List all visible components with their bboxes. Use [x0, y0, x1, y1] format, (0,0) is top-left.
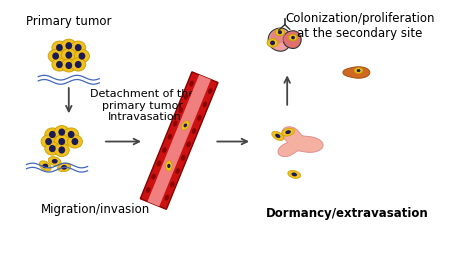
Ellipse shape	[270, 31, 286, 44]
Text: Dormancy/extravasation: Dormancy/extravasation	[266, 207, 429, 219]
Ellipse shape	[45, 138, 52, 146]
Ellipse shape	[189, 81, 194, 87]
Ellipse shape	[191, 129, 196, 135]
Ellipse shape	[183, 124, 187, 128]
Ellipse shape	[48, 157, 61, 166]
Ellipse shape	[208, 89, 212, 95]
Ellipse shape	[64, 129, 79, 141]
Ellipse shape	[181, 155, 185, 161]
Ellipse shape	[45, 129, 60, 141]
Polygon shape	[147, 75, 211, 207]
Ellipse shape	[197, 115, 201, 121]
Ellipse shape	[48, 50, 63, 64]
Ellipse shape	[151, 174, 156, 180]
Ellipse shape	[61, 60, 76, 73]
Ellipse shape	[52, 159, 58, 164]
Ellipse shape	[79, 53, 85, 60]
Ellipse shape	[285, 33, 297, 44]
Polygon shape	[268, 29, 291, 52]
Ellipse shape	[75, 62, 82, 69]
Ellipse shape	[289, 35, 297, 42]
Ellipse shape	[41, 135, 56, 149]
Ellipse shape	[272, 132, 284, 141]
Ellipse shape	[267, 39, 278, 48]
Ellipse shape	[270, 41, 275, 46]
Ellipse shape	[282, 129, 294, 137]
Ellipse shape	[202, 102, 207, 108]
Ellipse shape	[167, 134, 172, 140]
Ellipse shape	[56, 62, 63, 69]
Ellipse shape	[288, 171, 301, 179]
Ellipse shape	[52, 42, 67, 55]
Ellipse shape	[54, 126, 69, 139]
Ellipse shape	[275, 134, 281, 138]
Ellipse shape	[58, 147, 65, 154]
Ellipse shape	[291, 37, 295, 40]
Polygon shape	[343, 68, 370, 79]
Text: Detachment of the
primary tumor: Detachment of the primary tumor	[90, 89, 195, 111]
Ellipse shape	[45, 142, 60, 155]
Ellipse shape	[178, 108, 183, 114]
Ellipse shape	[68, 131, 74, 138]
Ellipse shape	[72, 138, 78, 146]
Ellipse shape	[42, 164, 48, 169]
Ellipse shape	[52, 59, 67, 72]
Ellipse shape	[39, 161, 51, 171]
Ellipse shape	[275, 29, 284, 37]
Ellipse shape	[67, 135, 82, 149]
Ellipse shape	[54, 144, 69, 157]
Ellipse shape	[184, 94, 188, 100]
Ellipse shape	[165, 161, 172, 171]
Ellipse shape	[356, 70, 360, 73]
Ellipse shape	[175, 168, 180, 174]
Ellipse shape	[173, 121, 177, 127]
Ellipse shape	[162, 148, 167, 153]
Ellipse shape	[57, 163, 71, 172]
Ellipse shape	[58, 138, 65, 146]
Text: Migration/invasion: Migration/invasion	[41, 202, 150, 215]
Ellipse shape	[292, 173, 297, 177]
Ellipse shape	[61, 49, 76, 62]
Text: Primary tumor: Primary tumor	[26, 15, 111, 28]
Ellipse shape	[71, 42, 86, 55]
Ellipse shape	[170, 182, 174, 187]
Ellipse shape	[65, 43, 72, 50]
Ellipse shape	[156, 161, 161, 167]
Ellipse shape	[186, 142, 191, 148]
Ellipse shape	[181, 121, 190, 131]
Ellipse shape	[75, 45, 82, 52]
Ellipse shape	[146, 187, 150, 193]
Ellipse shape	[52, 53, 59, 60]
Ellipse shape	[65, 52, 72, 59]
Ellipse shape	[167, 164, 171, 168]
Ellipse shape	[58, 129, 65, 136]
Ellipse shape	[49, 145, 56, 153]
Ellipse shape	[74, 50, 90, 64]
Ellipse shape	[61, 40, 76, 53]
Ellipse shape	[285, 131, 291, 135]
Ellipse shape	[164, 195, 169, 201]
Ellipse shape	[49, 131, 56, 138]
Ellipse shape	[355, 69, 363, 74]
Ellipse shape	[278, 31, 282, 35]
Ellipse shape	[65, 62, 72, 70]
Ellipse shape	[56, 45, 63, 52]
Ellipse shape	[71, 59, 86, 72]
Polygon shape	[140, 73, 218, 210]
Ellipse shape	[61, 165, 67, 170]
Text: Colonization/proliferation
at the secondary site: Colonization/proliferation at the second…	[285, 12, 435, 40]
Ellipse shape	[54, 135, 69, 149]
Polygon shape	[283, 32, 301, 49]
Text: Intravasation: Intravasation	[108, 112, 182, 121]
Polygon shape	[278, 127, 323, 157]
